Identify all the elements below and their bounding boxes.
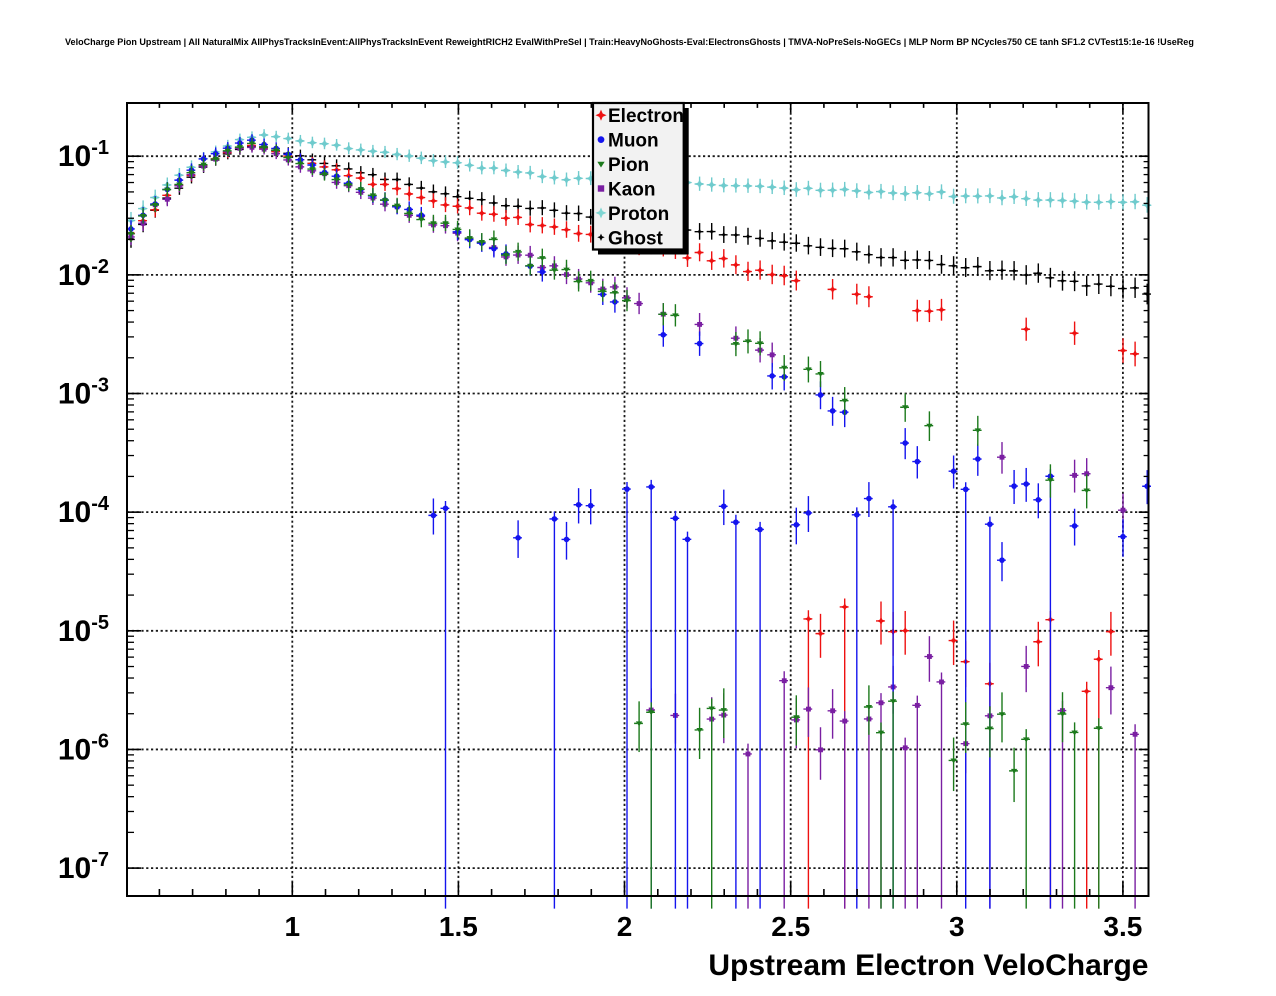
svg-text:Proton: Proton [608, 204, 669, 225]
svg-text:1.5: 1.5 [439, 911, 478, 942]
svg-text:3: 3 [949, 911, 965, 942]
svg-text:10-2: 10-2 [58, 256, 109, 292]
svg-text:Ghost: Ghost [608, 228, 664, 249]
svg-text:2: 2 [617, 911, 633, 942]
svg-text:3.5: 3.5 [1103, 911, 1142, 942]
svg-text:10-6: 10-6 [58, 731, 109, 767]
svg-text:Pion: Pion [608, 155, 649, 176]
svg-text:Upstream Electron VeloCharge: Upstream Electron VeloCharge [708, 949, 1148, 982]
svg-text:10-4: 10-4 [58, 493, 110, 529]
svg-text:10-1: 10-1 [58, 137, 109, 173]
svg-text:VeloCharge Pion Upstream | All: VeloCharge Pion Upstream | All NaturalMi… [65, 37, 1194, 47]
svg-text:10-5: 10-5 [58, 612, 109, 648]
svg-text:Electron: Electron [608, 106, 684, 127]
svg-text:1: 1 [285, 911, 301, 942]
svg-text:10-7: 10-7 [58, 849, 109, 885]
svg-text:10-3: 10-3 [58, 375, 109, 411]
svg-text:2.5: 2.5 [771, 911, 810, 942]
svg-text:Muon: Muon [608, 131, 659, 152]
svg-text:Kaon: Kaon [608, 180, 656, 201]
